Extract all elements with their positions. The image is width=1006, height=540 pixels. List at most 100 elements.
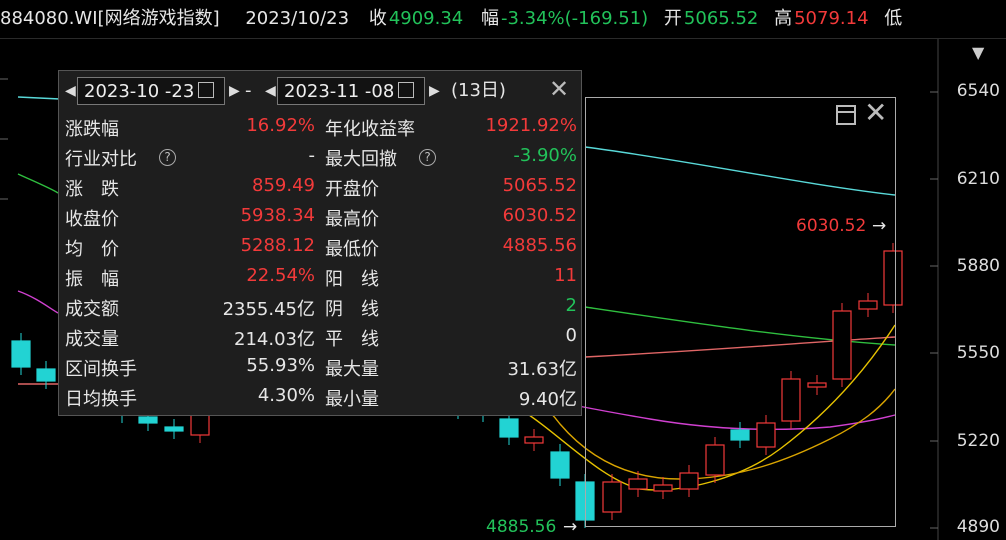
stat-label: 日均换手 [65, 389, 137, 410]
stat-label: 均 价 [65, 239, 119, 260]
stat-label: 阳 线 [325, 269, 379, 290]
candle-body [679, 472, 699, 490]
dropdown-triangle-icon[interactable]: ▼ [972, 43, 985, 62]
end-date-text: 2023-11 -08 [284, 81, 395, 102]
close-icon[interactable]: ✕ [864, 96, 888, 129]
stat-value: 5938.34 [240, 205, 315, 226]
stat-value: 2355.45亿 [222, 299, 315, 320]
candle-body [781, 378, 801, 422]
stat-value: 2 [565, 295, 577, 316]
close-value: 4909.34 [388, 8, 464, 29]
stat-value: 31.63亿 [507, 359, 577, 380]
stat-value: 859.49 [252, 175, 315, 196]
end-prev-icon[interactable]: ◀ [265, 83, 276, 99]
stat-label: 成交额 [65, 299, 119, 320]
candle-body [602, 481, 622, 513]
stat-label: 开盘价 [325, 179, 379, 200]
change-label: 幅 [480, 8, 499, 29]
start-next-icon[interactable]: ▶ [229, 83, 240, 99]
y-tick-6540: 6540 [956, 81, 1000, 101]
stat-value: 214.03亿 [234, 329, 315, 350]
restore-icon[interactable] [836, 105, 856, 125]
stat-value: 4885.56 [502, 235, 577, 256]
candle-body [807, 382, 827, 388]
candle-body [832, 310, 852, 380]
candle-body [705, 444, 725, 476]
kline-chart[interactable]: 6540 6210 5880 5550 5220 4890 ✕ ▼ 6030.5… [0, 39, 1006, 540]
interval-stats-panel: ◀ 2023-10 -23 ▶ - ◀ 2023-11 -08 ▶ (13日) … [58, 70, 582, 416]
candle-body [524, 436, 544, 444]
stat-label: 年化收益率 [325, 119, 415, 140]
candle-body [36, 368, 56, 382]
stat-value: 11 [554, 265, 577, 286]
candle-body [550, 451, 570, 479]
stat-value: 0 [565, 325, 577, 346]
ma-cyan-left [17, 96, 61, 100]
candle-body [730, 429, 750, 441]
chart-grid [0, 39, 939, 540]
start-date-field[interactable]: 2023-10 -23 [77, 77, 225, 105]
open-value: 5065.52 [683, 8, 759, 29]
candle-body [164, 426, 184, 432]
stat-label: 最大量 [325, 359, 379, 380]
start-date-text: 2023-10 -23 [84, 81, 195, 102]
stat-value: 6030.52 [502, 205, 577, 226]
end-date-field[interactable]: 2023-11 -08 [277, 77, 425, 105]
ma-pink-line [584, 336, 896, 358]
stat-label: 成交量 [65, 329, 119, 350]
stat-value: - [308, 145, 316, 166]
stat-label: 振 幅 [65, 269, 119, 290]
stat-value: 5065.52 [502, 175, 577, 196]
start-prev-icon[interactable]: ◀ [65, 83, 76, 99]
ma-green-left [17, 173, 59, 194]
stat-label: 最大回撤 [325, 149, 397, 170]
stat-label: 最低价 [325, 239, 379, 260]
high-value: 5079.14 [794, 8, 869, 29]
day-count: (13日) [451, 80, 506, 101]
stat-label: 行业对比 [65, 149, 137, 170]
stat-label: 涨 跌 [65, 179, 119, 200]
stat-value: 16.92% [246, 115, 315, 136]
candle-body [499, 418, 519, 438]
open-label: 开 [663, 8, 682, 29]
date-range-dash: - [245, 80, 252, 101]
candle-body [653, 484, 673, 492]
y-tick-6210: 6210 [956, 169, 1000, 189]
panel-close-icon[interactable]: ✕ [549, 75, 570, 103]
candle-body [11, 340, 31, 368]
high-label: 高 [774, 8, 793, 29]
low-mark-arrow: → [563, 517, 578, 537]
quote-date: 2023/10/23 [245, 8, 350, 29]
y-tick-5880: 5880 [956, 256, 1000, 276]
quote-header: 884080.WI[网络游戏指数] 2023/10/23 收 4909.34 幅-… [0, 0, 1006, 39]
candle-body [138, 416, 158, 424]
candle-body [858, 300, 878, 310]
calendar-icon[interactable] [198, 82, 215, 98]
low-label: 低 [884, 8, 903, 29]
stat-label: 阴 线 [325, 299, 379, 320]
low-mark-label: 4885.56 [486, 517, 557, 537]
y-tick-5550: 5550 [956, 343, 1000, 363]
y-tick-5220: 5220 [956, 431, 1000, 451]
stat-label: 最高价 [325, 209, 379, 230]
stat-value: 4.30% [257, 385, 315, 406]
y-tick-4890: 4890 [956, 517, 1000, 537]
ma-magenta-left [17, 290, 59, 314]
candle-body [883, 250, 903, 306]
stat-value: 22.54% [246, 265, 315, 286]
stat-value: 9.40亿 [518, 389, 577, 410]
stat-value: -3.90% [513, 145, 577, 166]
help-icon[interactable]: ? [159, 149, 176, 166]
end-next-icon[interactable]: ▶ [429, 83, 440, 99]
help-icon[interactable]: ? [419, 149, 436, 166]
ma-cyan-line [584, 146, 896, 196]
index-name: 884080.WI[网络游戏指数] [0, 8, 220, 29]
high-mark-label: 6030.52 [796, 216, 867, 236]
stat-value: 1921.92% [485, 115, 577, 136]
stat-label: 平 线 [325, 329, 379, 350]
candle-body [756, 422, 776, 448]
range-selection-box[interactable] [585, 97, 896, 527]
ma-green-line [584, 306, 896, 346]
calendar-icon[interactable] [398, 82, 415, 98]
stat-value: 55.93% [246, 355, 315, 376]
